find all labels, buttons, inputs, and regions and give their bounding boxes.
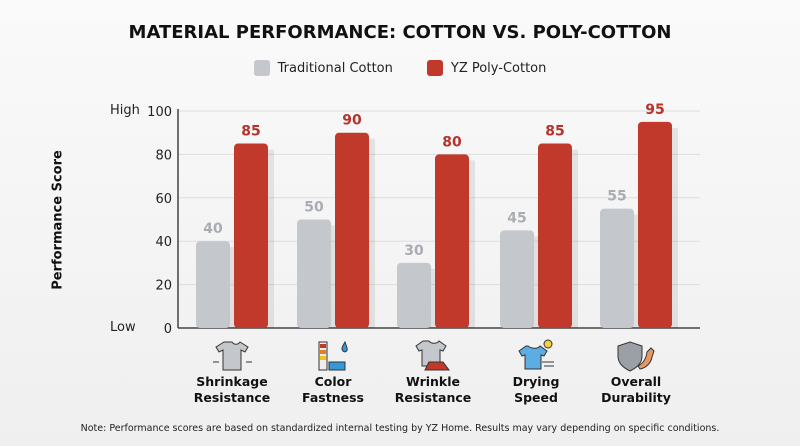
y-tick-label: 0 <box>164 322 172 337</box>
data-label: 85 <box>241 124 260 140</box>
x-category-label: Drying Speed <box>481 374 591 406</box>
bar-polycotton <box>234 143 268 328</box>
x-category-label: Overall Durability <box>581 374 691 406</box>
t-shirt-shrink-icon <box>213 341 252 371</box>
color-swatch-icon <box>318 340 348 371</box>
data-label: 90 <box>342 113 362 129</box>
bar-cotton <box>397 262 431 328</box>
legend-label: YZ Poly-Cotton <box>450 60 547 76</box>
x-category-label: Color Fastness <box>278 374 388 406</box>
data-label: 40 <box>203 221 223 237</box>
category-label-line: Resistance <box>193 390 271 405</box>
y-high-label: High <box>110 103 140 118</box>
data-label: 80 <box>442 134 462 150</box>
category-label-line: Shrinkage <box>196 374 268 389</box>
bar-polycotton <box>435 154 469 328</box>
legend-item-polycotton: YZ Poly-Cotton <box>426 60 547 76</box>
y-tick-label: 60 <box>155 192 172 207</box>
category-label-line: Resistance <box>394 390 472 405</box>
bar-cotton <box>297 219 331 328</box>
y-tick-label: 80 <box>155 148 172 163</box>
legend-label: Traditional Cotton <box>277 60 393 76</box>
y-low-label: Low <box>110 320 136 335</box>
data-label: 95 <box>645 102 664 118</box>
category-label-line: Color <box>314 374 352 389</box>
legend-item-cotton: Traditional Cotton <box>253 60 393 76</box>
data-label: 50 <box>304 200 324 216</box>
legend: Traditional Cotton YZ Poly-Cotton <box>0 60 800 76</box>
data-label: 30 <box>404 243 424 259</box>
legend-swatch <box>253 60 270 76</box>
bar-polycotton <box>538 143 572 328</box>
bar-cotton <box>196 241 230 328</box>
category-label-line: Overall <box>610 374 662 389</box>
category-label-line: Drying <box>512 374 560 389</box>
data-label: 45 <box>507 210 526 226</box>
shirt-iron-icon <box>415 340 450 371</box>
category-label-line: Speed <box>514 390 558 405</box>
footnote: Note: Performance scores are based on st… <box>80 423 720 434</box>
bar-polycotton <box>638 121 672 328</box>
bar-cotton <box>600 208 634 328</box>
x-category-label: Wrinkle Resistance <box>378 374 488 406</box>
data-label: 55 <box>607 189 626 205</box>
x-category-label: Shrinkage Resistance <box>177 374 287 406</box>
category-label-line: Fastness <box>302 390 364 405</box>
category-label-line: Durability <box>601 390 671 405</box>
y-tick-label: 20 <box>155 279 172 294</box>
legend-swatch <box>426 60 443 76</box>
bar-polycotton <box>335 132 369 328</box>
shirt-drying-icon <box>518 339 554 370</box>
y-tick-label: 40 <box>155 235 172 250</box>
bar-cotton <box>500 230 534 328</box>
category-label-line: Wrinkle <box>406 374 460 389</box>
data-label: 85 <box>545 124 564 140</box>
shield-muscle-icon <box>617 341 655 372</box>
y-tick-label: 100 <box>147 105 172 120</box>
chart-title: MATERIAL PERFORMANCE: COTTON VS. POLY-CO… <box>128 22 672 43</box>
